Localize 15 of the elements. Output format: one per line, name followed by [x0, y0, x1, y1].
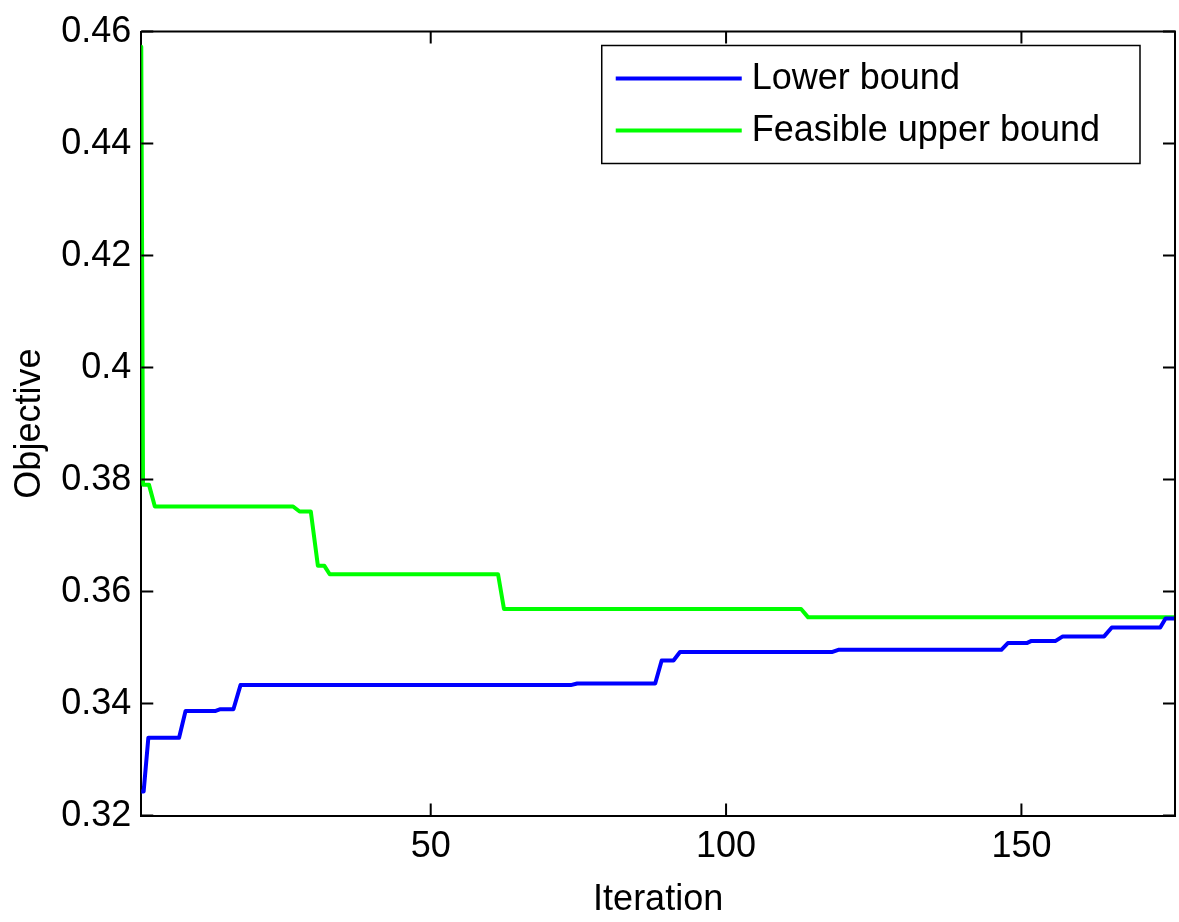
- y-tick-label: 0.44: [61, 120, 132, 162]
- y-tick-label: 0.36: [61, 568, 132, 610]
- y-tick-label: 0.32: [61, 792, 132, 834]
- legend-label: Feasible upper bound: [751, 107, 1101, 149]
- y-tick-label: 0.42: [61, 232, 132, 274]
- x-tick-label: 150: [991, 824, 1052, 866]
- x-axis-title: Iteration: [593, 877, 724, 919]
- y-tick-label: 0.46: [61, 8, 132, 50]
- legend-label: Lower bound: [751, 55, 960, 97]
- y-axis-title: Objective: [6, 348, 48, 499]
- y-tick-label: 0.38: [61, 456, 132, 498]
- x-tick-label: 50: [410, 824, 451, 866]
- y-tick-label: 0.4: [81, 344, 132, 386]
- y-tick-label: 0.34: [61, 680, 132, 722]
- x-tick-label: 100: [696, 824, 757, 866]
